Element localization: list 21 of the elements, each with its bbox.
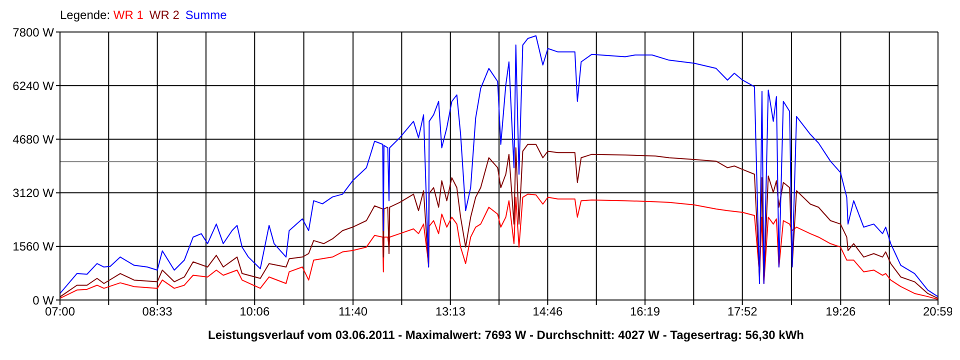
x-tick-label: 19:26 [826, 304, 856, 319]
y-tick-label: 3120 W [12, 186, 55, 200]
x-tick-label: 16:19 [630, 304, 660, 319]
x-tick-label: 07:00 [44, 304, 76, 319]
x-tick-label: 10:06 [240, 304, 270, 319]
text: WR 2 [149, 8, 180, 22]
text: Leistungsverlauf vom 03.06.2011 - Maximalwert: 7693 W - Durchschnitt: 4027 W - Tagesertrag: 56,30 kWh [207, 328, 805, 342]
x-tick-label: 11:40 [338, 304, 368, 319]
x-tick-label: 08:33 [142, 304, 173, 319]
y-tick-label: 7800 W [12, 25, 55, 40]
y-tick-label: 0 W [32, 293, 55, 308]
legend-title: Legende: [60, 8, 112, 22]
x-tick-label: 13:13 [435, 304, 466, 319]
y-tick-label: 6240 W [12, 78, 55, 93]
x-tick-label: 20:59 [922, 304, 954, 319]
y-tick-label: 1560 W [12, 240, 55, 254]
text: WR 1 [113, 8, 144, 22]
x-tick-label: 14:46 [532, 304, 564, 319]
x-tick-label: 17:52 [727, 304, 758, 319]
text: Summe [185, 8, 227, 22]
y-tick-label: 4680 W [12, 132, 55, 146]
